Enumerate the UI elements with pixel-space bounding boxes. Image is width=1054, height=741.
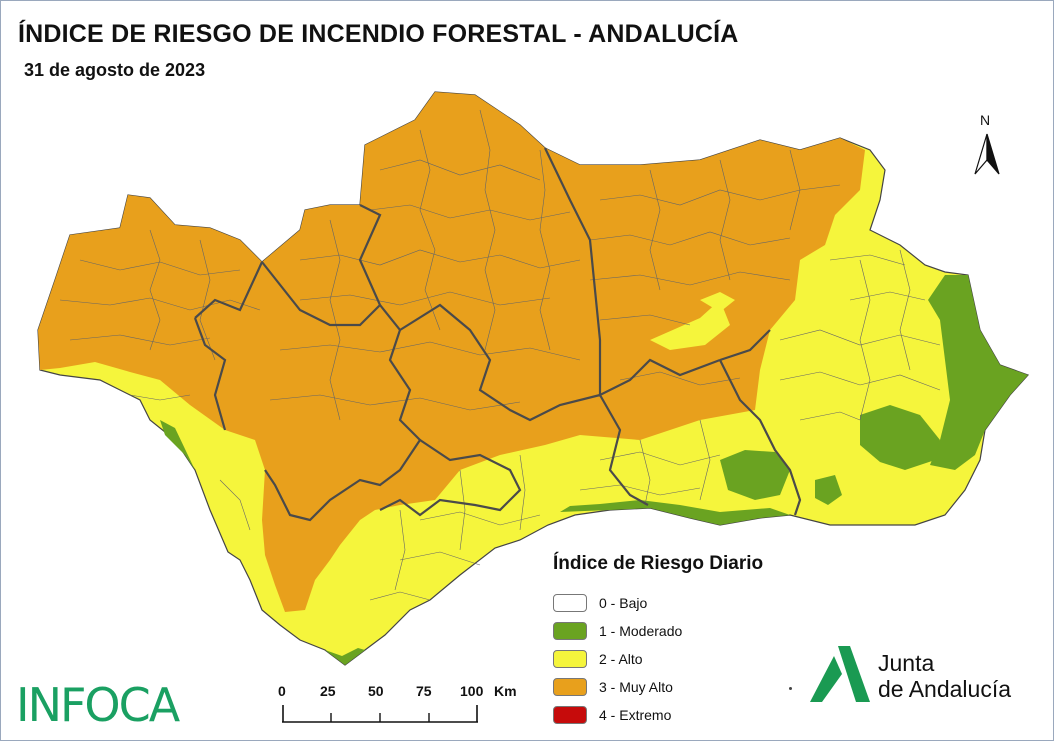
scale-tick-label: 0 [278,683,286,699]
junta-line2: de Andalucía [878,676,1012,702]
legend-item-extremo: 4 - Extremo [553,701,763,729]
patch-green-east [928,275,1028,470]
legend-label: 2 - Alto [599,651,643,667]
legend-swatch-muy-alto [553,678,587,696]
legend-label: 4 - Extremo [599,707,672,723]
scale-unit: Km [494,683,517,699]
north-label: N [980,112,991,128]
legend-swatch-alto [553,650,587,668]
decorative-dot [789,687,792,690]
patch-green-center [860,405,940,470]
legend-item-bajo: 0 - Bajo [553,589,763,617]
legend-item-alto: 2 - Alto [553,645,763,673]
patch-yellow-2 [700,292,735,312]
scale-line [282,705,478,723]
region-orange [38,92,865,612]
scale-tick-label: 25 [320,683,336,699]
legend-swatch-moderado [553,622,587,640]
scale-bar: 0 25 50 75 100 Km [270,683,517,728]
legend-label: 1 - Moderado [599,623,683,639]
patch-green-coast1 [160,420,195,470]
junta-a-icon [810,646,870,702]
junta-line1: Junta [878,650,935,676]
patch-green-coast2 [560,500,790,525]
legend-title: Índice de Riesgo Diario [553,553,764,574]
legend: Índice de Riesgo Diario 0 - Bajo 1 - Mod… [553,553,763,729]
legend-swatch-bajo [553,594,587,612]
scale-tick-label: 50 [368,683,384,699]
infoca-logo: INFOCA [16,678,180,732]
scale-tick-label: 100 [460,683,484,699]
map-title: ÍNDICE DE RIESGO DE INCENDIO FORESTAL - … [18,20,739,48]
legend-item-moderado: 1 - Moderado [553,617,763,645]
north-arrow-icon [974,133,1000,175]
legend-item-muy-alto: 3 - Muy Alto [553,673,763,701]
patch-green-small [815,475,842,505]
junta-text: Junta de Andalucía [878,650,1011,702]
patch-green-coast3 [325,648,365,665]
patch-green-south [720,450,790,500]
scale-tick-label: 75 [416,683,432,699]
municipal-borders [59,109,941,601]
legend-label: 3 - Muy Alto [599,679,673,695]
junta-logo: Junta de Andalucía [808,644,1038,704]
map-date: 31 de agosto de 2023 [24,60,206,80]
legend-swatch-extremo [553,706,587,724]
legend-label: 0 - Bajo [599,595,648,611]
province-borders [193,147,802,522]
